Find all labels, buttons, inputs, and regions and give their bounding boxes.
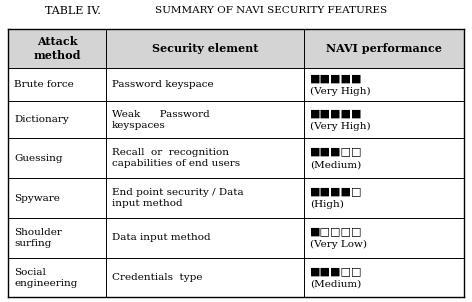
- Text: TABLE IV.: TABLE IV.: [45, 5, 101, 16]
- Text: Brute force: Brute force: [14, 80, 74, 89]
- Text: Password keyspace: Password keyspace: [112, 80, 214, 89]
- Text: Credentials  type: Credentials type: [112, 273, 202, 282]
- Text: Social
engineering: Social engineering: [14, 268, 77, 288]
- Text: (Very High): (Very High): [310, 87, 371, 96]
- Text: ■■■■■: ■■■■■: [310, 108, 362, 118]
- Text: Shoulder
surfing: Shoulder surfing: [14, 228, 62, 248]
- Text: Dictionary: Dictionary: [14, 115, 69, 124]
- Text: End point security / Data
input method: End point security / Data input method: [112, 188, 244, 208]
- Text: ■■■■□: ■■■■□: [310, 186, 362, 196]
- Text: (Very Low): (Very Low): [310, 240, 367, 249]
- Text: Guessing: Guessing: [14, 154, 63, 163]
- Text: ■■■□□: ■■■□□: [310, 266, 362, 276]
- Text: (Medium): (Medium): [310, 160, 361, 169]
- Text: (High): (High): [310, 200, 344, 209]
- Text: Security element: Security element: [152, 43, 259, 54]
- Text: NAVI performance: NAVI performance: [326, 43, 442, 54]
- Text: (Medium): (Medium): [310, 280, 361, 289]
- Text: Weak      Password
keyspaces: Weak Password keyspaces: [112, 110, 210, 130]
- Text: Attack
method: Attack method: [34, 36, 81, 61]
- Text: SUMMARY OF NAVI SECURITY FEATURES: SUMMARY OF NAVI SECURITY FEATURES: [155, 6, 388, 15]
- Text: Recall  or  recognition
capabilities of end users: Recall or recognition capabilities of en…: [112, 148, 240, 168]
- Text: ■■■■■: ■■■■■: [310, 73, 362, 83]
- Text: ■■■□□: ■■■□□: [310, 146, 362, 157]
- Text: Data input method: Data input method: [112, 233, 211, 242]
- Text: (Very High): (Very High): [310, 122, 371, 131]
- Text: Spyware: Spyware: [14, 194, 60, 203]
- Text: ■□□□□: ■□□□□: [310, 226, 362, 236]
